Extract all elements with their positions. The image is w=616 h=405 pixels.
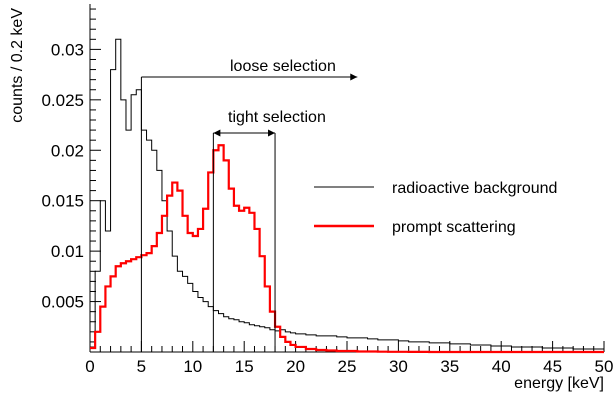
x-tick-label: 50	[595, 357, 614, 376]
tight-selection-arrowhead-left	[213, 129, 221, 137]
series-radioactive-background	[90, 38, 605, 350]
x-tick-label: 25	[338, 357, 357, 376]
y-tick-label: 0.005	[41, 293, 84, 312]
loose-selection-arrowhead	[350, 73, 358, 81]
loose-selection-label: loose selection	[230, 58, 336, 75]
legend-label-radioactive-background: radioactive background	[392, 180, 557, 197]
x-axis-ticks: 0 5 10 15 20 25 30 35 40 45 50	[85, 341, 613, 376]
x-tick-label: 5	[137, 357, 146, 376]
x-tick-label: 30	[389, 357, 408, 376]
x-tick-label: 15	[235, 357, 254, 376]
x-tick-label: 10	[183, 357, 202, 376]
x-tick-label: 35	[440, 357, 459, 376]
tight-selection-label: tight selection	[228, 109, 326, 126]
x-tick-label: 45	[543, 357, 562, 376]
selection-markers: loose selection tight selection	[140, 58, 358, 352]
x-tick-label: 40	[492, 357, 511, 376]
y-axis-title: counts / 0.2 keV	[9, 8, 26, 123]
data-series	[90, 38, 605, 354]
y-axis-ticks: 0.005 0.01 0.015 0.02 0.025 0.03	[41, 8, 101, 343]
y-tick-label: 0.01	[51, 242, 84, 261]
legend: radioactive background prompt scattering	[314, 180, 557, 236]
y-tick-label: 0.025	[41, 91, 84, 110]
x-tick-label: 20	[286, 357, 305, 376]
tight-selection-arrowhead-right	[268, 129, 276, 137]
legend-label-prompt-scattering: prompt scattering	[392, 219, 516, 236]
x-tick-label: 0	[85, 357, 94, 376]
plot-frame	[89, 4, 604, 353]
series-prompt-scattering	[90, 144, 604, 354]
y-tick-label: 0.03	[51, 40, 84, 59]
y-tick-label: 0.015	[41, 192, 84, 211]
y-tick-label: 0.02	[51, 141, 84, 160]
x-axis-title: energy [keV]	[514, 375, 604, 392]
